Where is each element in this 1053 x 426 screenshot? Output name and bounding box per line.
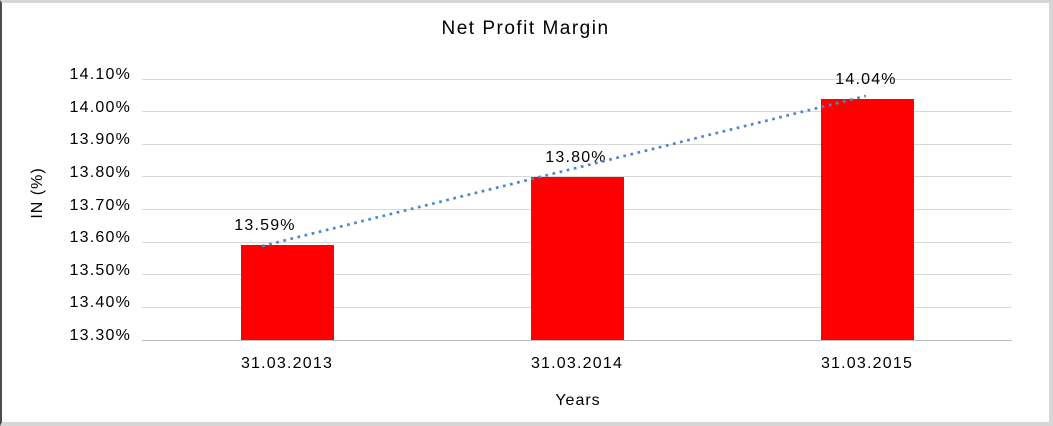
bar-value-label: 14.04% (835, 70, 897, 88)
bar (820, 98, 914, 340)
x-tick-label: 31.03.2013 (240, 355, 334, 372)
y-tick-label: 14.00% (69, 98, 131, 116)
y-tick-label: 13.90% (69, 131, 131, 149)
y-axis-title: IN (%) (29, 167, 46, 219)
x-axis-line (142, 340, 1012, 341)
y-tick-label: 13.60% (69, 229, 131, 247)
bar-value-label: 13.80% (545, 148, 607, 166)
x-tick-label: 31.03.2014 (530, 355, 624, 372)
bar (240, 245, 334, 340)
bar-value-label: 13.59% (234, 217, 296, 235)
chart-title: Net Profit Margin (441, 18, 610, 39)
y-tick-label: 14.10% (69, 66, 131, 83)
bar (530, 176, 624, 340)
y-tick-label: 13.30% (69, 327, 131, 344)
gridline (142, 111, 1012, 113)
gridline (142, 143, 1012, 145)
gridline (142, 78, 1012, 80)
y-tick-label: 13.70% (69, 196, 131, 214)
y-tick-label: 13.50% (69, 261, 131, 279)
x-axis-title: Years (555, 392, 601, 409)
y-tick-label: 13.80% (69, 163, 131, 181)
x-tick-label: 31.03.2015 (820, 355, 914, 372)
plot-area: 13.30% 13.40% 13.50% 13.60% 13.70% 13.80% 13.9… (70, 66, 1012, 372)
y-tick-label: 13.40% (69, 294, 131, 312)
trendline (261, 94, 867, 248)
